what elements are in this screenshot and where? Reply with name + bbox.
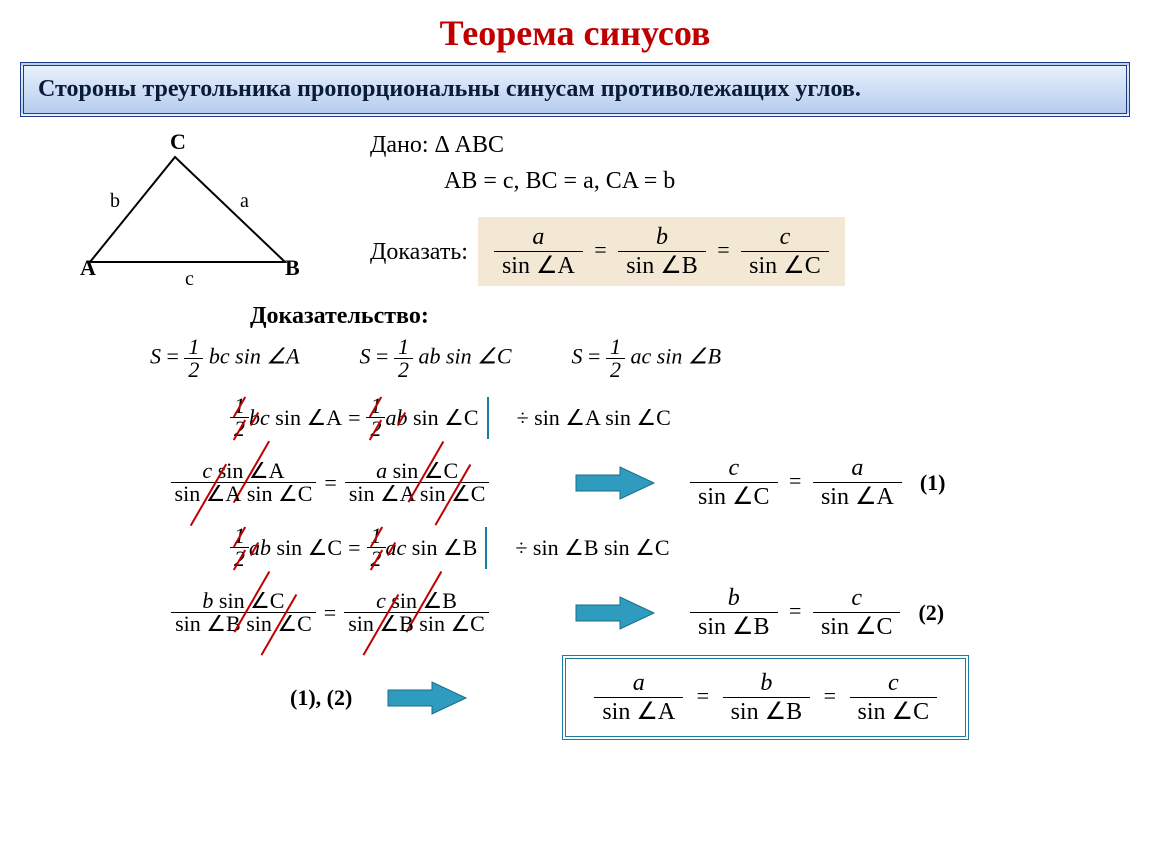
step1-fraction-row: c sin ∠A sin ∠A sin ∠C = a sin ∠C sin ∠A… <box>30 454 1120 511</box>
prove-label: Доказать <box>370 239 461 265</box>
result-1-label: (1) <box>920 470 946 496</box>
given-block: Дано: Δ ABC AB = c, BC = a, CA = b Доказ… <box>370 127 845 286</box>
svg-text:c: c <box>185 268 194 290</box>
svg-text:A: A <box>80 255 96 280</box>
law-of-sines-box: asin ∠A = bsin ∠B = csin ∠C <box>478 217 845 286</box>
theorem-statement: Стороны треугольника пропорциональны син… <box>20 62 1130 117</box>
conclusion-row: (1), (2) asin ∠A = bsin ∠B = csin ∠C <box>30 655 1120 740</box>
step2-fraction-row: b sin ∠C sin ∠B sin ∠C = c sin ∠B sin ∠B… <box>30 584 1120 641</box>
svg-text:C: C <box>170 129 186 154</box>
arrow-icon <box>570 593 660 633</box>
result-2-label: (2) <box>918 600 944 626</box>
final-result-box: asin ∠A = bsin ∠B = csin ∠C <box>562 655 969 740</box>
svg-text:B: B <box>285 255 300 280</box>
prove-colon: : <box>461 239 468 265</box>
svg-text:a: a <box>240 190 249 212</box>
step2-cancel: 12 ab sin ∠C = 12 ac sin ∠B ÷ sin ∠B sin… <box>230 525 1120 570</box>
given-line2: AB = c, BC = a, CA = b <box>444 163 845 199</box>
area-formulas: S = 12 bc sin ∠A S = 12 ab sin ∠C S = 12… <box>150 336 1120 381</box>
given-line1: : Δ ABC <box>422 132 504 158</box>
arrow-icon <box>570 463 660 503</box>
given-label: Дано <box>370 132 422 158</box>
proof-label: Доказательство: <box>250 303 1120 330</box>
page-title: Теорема синусов <box>0 0 1150 54</box>
arrow-icon <box>382 678 472 718</box>
references-12: (1), (2) <box>290 685 352 711</box>
svg-text:b: b <box>110 190 120 212</box>
triangle-diagram: A B C b a c <box>30 127 330 297</box>
step1-cancel: 12 bc sin ∠A = 12 ab sin ∠C ÷ sin ∠A sin… <box>230 395 1120 440</box>
